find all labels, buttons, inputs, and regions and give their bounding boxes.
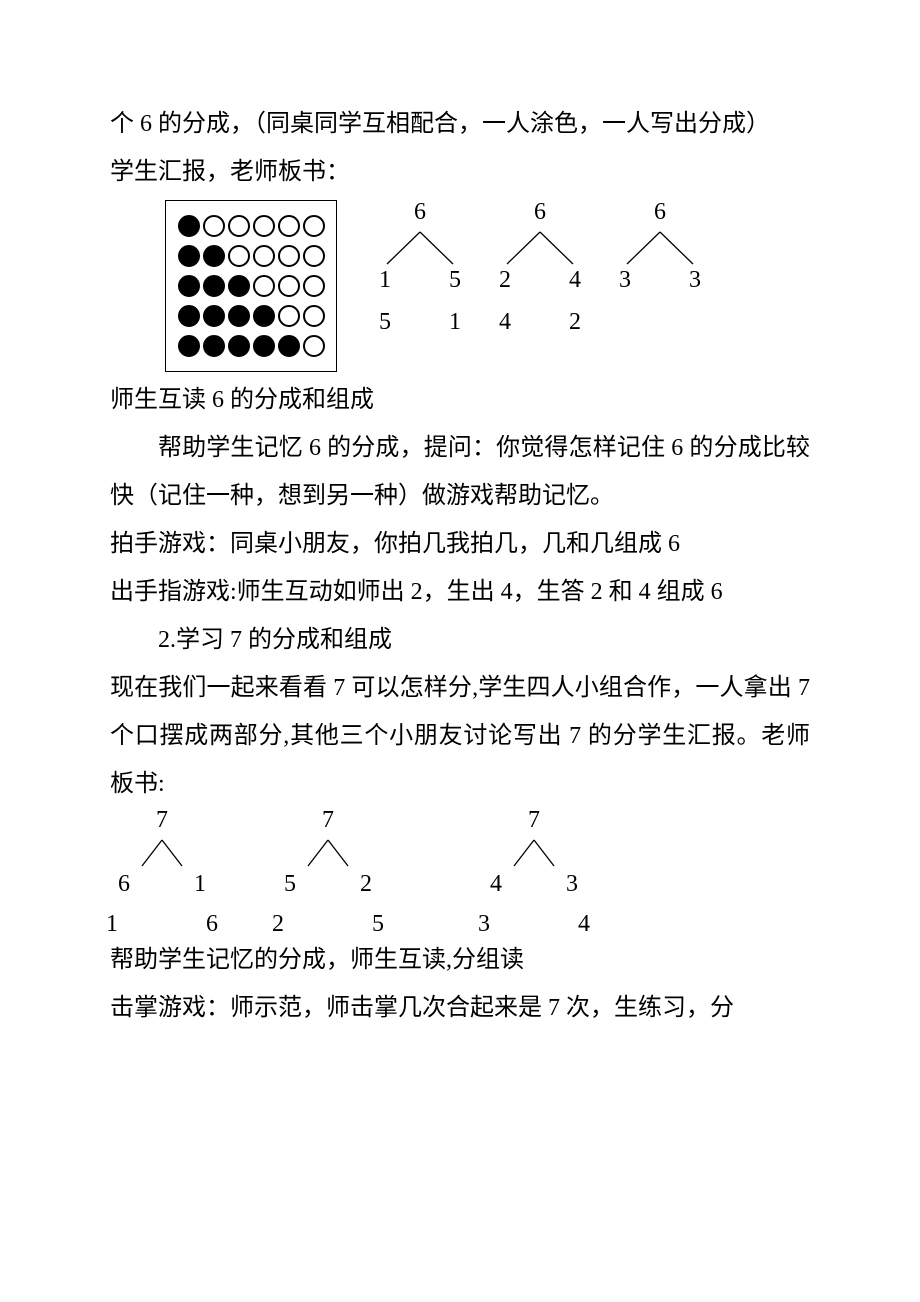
- filled-circle: [203, 245, 225, 267]
- filled-circle: [228, 335, 250, 357]
- six-trees-group: 6 1 5 5 1 6: [377, 200, 703, 334]
- tree-left: 2: [499, 268, 511, 292]
- tree-top: 7: [114, 808, 210, 832]
- filled-circle: [203, 335, 225, 357]
- tree-extra-left: 3: [478, 912, 490, 936]
- filled-circle: [178, 335, 200, 357]
- hollow-circle: [278, 305, 300, 327]
- paragraph-3: 师生互读 6 的分成和组成: [110, 376, 810, 424]
- circle-row: [176, 305, 326, 327]
- seven-trees-group: 7 6 1 1 6 7 5 2: [114, 808, 810, 936]
- tree-extra-right: 1: [449, 310, 461, 334]
- filled-circle: [278, 335, 300, 357]
- circle-coloring-box: [165, 200, 337, 372]
- hollow-circle: [253, 215, 275, 237]
- hollow-circle: [303, 245, 325, 267]
- filled-circle: [178, 275, 200, 297]
- filled-circle: [203, 275, 225, 297]
- filled-circle: [178, 245, 200, 267]
- hollow-circle: [278, 215, 300, 237]
- paragraph-8: 现在我们一起来看看 7 可以怎样分,学生四人小组合作，一人拿出 7 个口摆成两部…: [110, 664, 810, 808]
- tree-extra-right: 5: [372, 912, 384, 936]
- six-decomposition-row: 6 1 5 5 1 6: [165, 200, 810, 372]
- hollow-circle: [303, 275, 325, 297]
- hollow-circle: [278, 245, 300, 267]
- tree-branches: [617, 230, 703, 266]
- tree-left: 1: [379, 268, 391, 292]
- filled-circle: [228, 305, 250, 327]
- tree-6-3-3: 6 3 3: [617, 200, 703, 334]
- tree-7-6-1: 7 6 1 1 6: [114, 808, 210, 936]
- tree-extra-left: 2: [272, 912, 284, 936]
- tree-branches: [134, 838, 190, 868]
- paragraph-7: 2.学习 7 的分成和组成: [110, 616, 810, 664]
- tree-top: 6: [377, 200, 463, 224]
- tree-right: 4: [569, 268, 581, 292]
- hollow-circle: [303, 215, 325, 237]
- tree-right: 3: [689, 268, 701, 292]
- filled-circle: [178, 215, 200, 237]
- tree-top: 7: [486, 808, 582, 832]
- filled-circle: [253, 335, 275, 357]
- tree-top: 6: [617, 200, 703, 224]
- hollow-circle: [228, 245, 250, 267]
- tree-top: 6: [497, 200, 583, 224]
- tree-6-1-5: 6 1 5 5 1: [377, 200, 463, 334]
- hollow-circle: [278, 275, 300, 297]
- hollow-circle: [303, 335, 325, 357]
- tree-branches: [300, 838, 356, 868]
- filled-circle: [178, 305, 200, 327]
- tree-top: 7: [280, 808, 376, 832]
- tree-extra-left: 4: [499, 310, 511, 334]
- tree-left: 3: [619, 268, 631, 292]
- hollow-circle: [253, 245, 275, 267]
- paragraph-6: 出手指游戏:师生互动如师出 2，生出 4，生答 2 和 4 组成 6: [110, 568, 810, 616]
- circle-row: [176, 275, 326, 297]
- circle-row: [176, 245, 326, 267]
- tree-branches: [506, 838, 562, 868]
- tree-branches: [497, 230, 583, 266]
- paragraph-9: 帮助学生记忆的分成，师生互读,分组读: [110, 936, 810, 984]
- tree-7-4-3: 7 4 3 3 4: [486, 808, 582, 936]
- paragraph-10: 击掌游戏：师示范，师击掌几次合起来是 7 次，生练习，分: [110, 984, 810, 1032]
- paragraph-4: 帮助学生记忆 6 的分成，提问：你觉得怎样记住 6 的分成比较快（记住一种，想到…: [110, 424, 810, 520]
- filled-circle: [228, 275, 250, 297]
- paragraph-1: 个 6 的分成，（同桌同学互相配合，一人涂色，一人写出分成）: [110, 100, 810, 148]
- tree-7-5-2: 7 5 2 2 5: [280, 808, 376, 936]
- filled-circle: [203, 305, 225, 327]
- hollow-circle: [303, 305, 325, 327]
- tree-extra-right: 2: [569, 310, 581, 334]
- tree-left: 4: [490, 872, 502, 896]
- tree-extra-left: 5: [379, 310, 391, 334]
- tree-right: 3: [566, 872, 578, 896]
- circle-row: [176, 335, 326, 357]
- tree-extra-right: 4: [578, 912, 590, 936]
- tree-right: 2: [360, 872, 372, 896]
- filled-circle: [253, 305, 275, 327]
- paragraph-2: 学生汇报，老师板书：: [110, 148, 810, 196]
- tree-right: 1: [194, 872, 206, 896]
- tree-extra-left: 1: [106, 912, 118, 936]
- tree-extra-right: 6: [206, 912, 218, 936]
- tree-right: 5: [449, 268, 461, 292]
- tree-left: 6: [118, 872, 130, 896]
- hollow-circle: [228, 215, 250, 237]
- hollow-circle: [203, 215, 225, 237]
- tree-6-2-4: 6 2 4 4 2: [497, 200, 583, 334]
- hollow-circle: [253, 275, 275, 297]
- paragraph-5: 拍手游戏：同桌小朋友，你拍几我拍几，几和几组成 6: [110, 520, 810, 568]
- tree-left: 5: [284, 872, 296, 896]
- tree-branches: [377, 230, 463, 266]
- circle-row: [176, 215, 326, 237]
